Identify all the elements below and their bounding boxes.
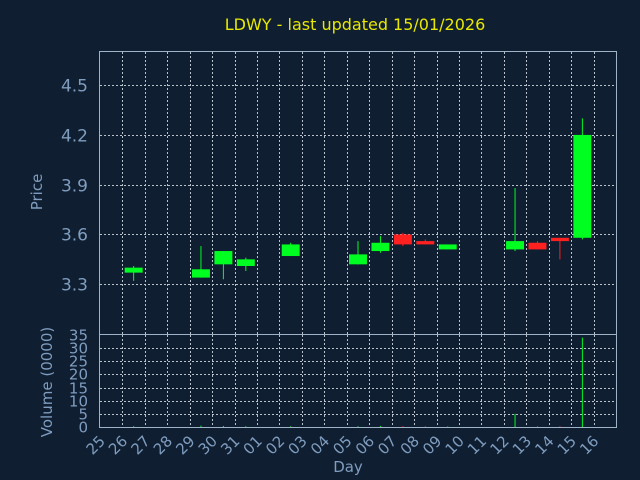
- candle-body: [438, 244, 457, 250]
- chart-title: LDWY - last updated 15/01/2026: [225, 15, 486, 34]
- price-tick-label: 4.5: [61, 77, 88, 97]
- price-y-ticks: 3.3 3.6 3.9 4.2 4.5: [61, 77, 88, 296]
- volume-tick-label: 0: [78, 419, 88, 437]
- volume-axis-label: Volume (0000): [38, 327, 56, 437]
- candle-body: [528, 242, 547, 250]
- volume-bars: [133, 337, 583, 427]
- candle-body: [371, 242, 390, 252]
- volume-tick-label: 10: [69, 393, 88, 411]
- candle-body: [550, 237, 569, 242]
- candle-body: [393, 234, 412, 245]
- price-tick-label: 3.9: [61, 177, 88, 197]
- price-tick-label: 3.6: [61, 226, 88, 246]
- candles: [124, 118, 592, 281]
- price-axis-label: Price: [28, 174, 46, 211]
- candle-body: [281, 244, 300, 257]
- candle-body: [214, 251, 233, 265]
- x-ticks: 2526272829303101020304050607080910111213…: [83, 432, 603, 458]
- volume-tick-label: 25: [69, 353, 88, 371]
- candle-body: [506, 241, 525, 250]
- x-axis-label: Day: [333, 458, 363, 476]
- candle-body: [191, 269, 210, 278]
- volume-tick-label: 30: [69, 340, 88, 358]
- candle-body: [349, 254, 367, 265]
- price-tick-label: 4.2: [61, 127, 88, 147]
- candle-body: [236, 259, 255, 266]
- candle-body: [573, 134, 592, 238]
- volume-tick-label: 20: [69, 366, 88, 384]
- volume-grid: [100, 335, 616, 427]
- price-tick-label: 3.3: [61, 276, 88, 296]
- price-grid: [100, 52, 616, 334]
- volume-tick-label: 15: [69, 380, 88, 398]
- candle-body: [416, 241, 435, 245]
- volume-tick-label: 35: [69, 327, 88, 345]
- volume-tick-label: 5: [78, 406, 88, 424]
- volume-panel-frame: [99, 334, 617, 428]
- candle-body: [124, 267, 143, 273]
